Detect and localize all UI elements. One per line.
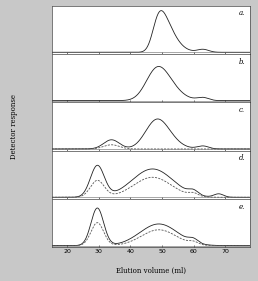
Text: e.: e. — [239, 203, 245, 211]
Text: Detector response: Detector response — [10, 94, 18, 159]
Text: Elution volume (ml): Elution volume (ml) — [116, 267, 186, 275]
Text: c.: c. — [239, 106, 245, 114]
Text: d.: d. — [239, 155, 245, 162]
Text: a.: a. — [239, 10, 245, 17]
Text: b.: b. — [239, 58, 245, 66]
